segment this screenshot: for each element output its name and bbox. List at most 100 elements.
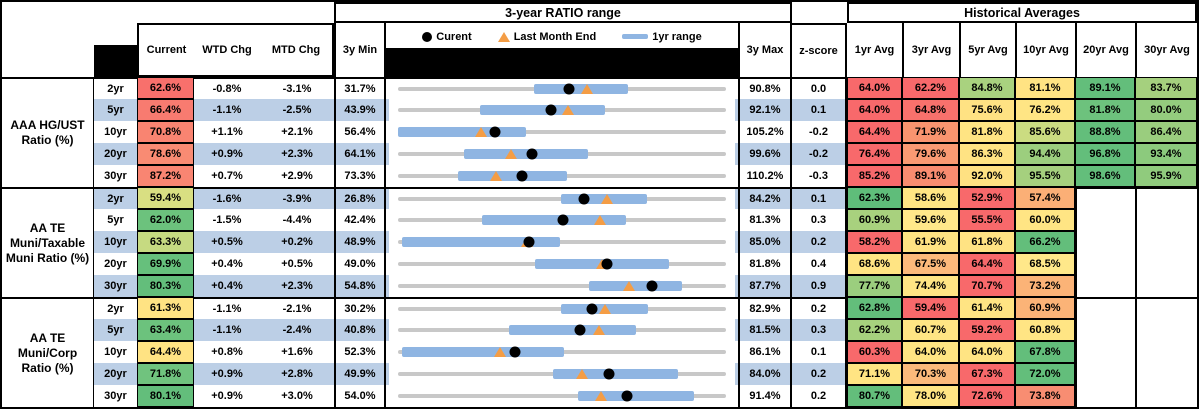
avg-cell-5yr-avg: 67.3% (959, 363, 1015, 385)
max-cell: 90.8% (738, 77, 792, 99)
avg-cell-30yr-avg (1135, 385, 1197, 407)
group-label: AA TE Muni/Corp Ratio (%) (2, 297, 94, 407)
avg-cell-3yr-avg: 79.6% (902, 143, 959, 165)
max-cell: 105.2% (738, 121, 792, 143)
avg-cell-5yr-avg: 75.6% (959, 99, 1015, 121)
avg-cell-10yr-avg: 73.2% (1015, 275, 1075, 297)
current-cell: 87.2% (137, 165, 194, 187)
range-chart-plot (389, 209, 735, 231)
zscore-cell: 0.2 (792, 363, 847, 385)
range-chart-track-layer (398, 253, 726, 275)
mtd-cell: +2.1% (260, 121, 334, 143)
tenor-cell: 5yr (94, 319, 137, 341)
max-cell: 87.7% (738, 275, 792, 297)
range-chart-plot (389, 319, 735, 341)
wtd-cell: -1.5% (194, 209, 260, 231)
legend-range: 1yr range (622, 31, 702, 43)
legend-range-label: 1yr range (652, 30, 702, 43)
avg-cell-20yr-avg: 96.8% (1075, 143, 1135, 165)
min-cell: 49.9% (334, 363, 386, 385)
wtd-cell: -0.8% (194, 77, 260, 99)
current-marker (516, 170, 528, 182)
legend-last-month: Last Month End (497, 30, 597, 43)
zscore-cell: 0.1 (792, 341, 847, 363)
mtd-cell: +2.8% (260, 363, 334, 385)
avg-cell-20yr-avg: 89.1% (1075, 77, 1135, 99)
range-track (398, 394, 726, 398)
avg-cell-20yr-avg (1075, 319, 1135, 341)
zscore-cell: -0.3 (792, 165, 847, 187)
avg-cell-3yr-avg: 58.6% (902, 187, 959, 209)
current-marker (621, 390, 633, 402)
avg-header-3yr: 3yr Avg (902, 23, 959, 77)
avg-cell-30yr-avg (1135, 275, 1197, 297)
range-chart-plot (389, 99, 735, 121)
last-month-triangle-icon (497, 31, 510, 42)
current-marker (578, 193, 590, 205)
title-band-spacer-left (2, 2, 334, 23)
avg-cell-20yr-avg: 98.6% (1075, 165, 1135, 187)
legend-last-month-label: Last Month End (513, 30, 597, 43)
avg-cell-10yr-avg: 68.5% (1015, 253, 1075, 275)
current-cell: 71.8% (137, 363, 194, 385)
current-cell: 63.3% (137, 231, 194, 253)
avg-cell-20yr-avg (1075, 297, 1135, 319)
min-cell: 64.1% (334, 143, 386, 165)
range-chart-plot (389, 385, 735, 407)
current-marker (489, 126, 501, 138)
min-cell: 42.4% (334, 209, 386, 231)
current-cell: 62.0% (137, 209, 194, 231)
legend-row: Curent Last Month End 1yr range (386, 25, 738, 48)
wtd-cell: +1.1% (194, 121, 260, 143)
current-cell: 59.4% (137, 187, 194, 209)
min-cell: 31.7% (334, 77, 386, 99)
avg-cell-3yr-avg: 89.1% (902, 165, 959, 187)
group-label: AAA HG/UST Ratio (%) (2, 77, 94, 187)
last-month-end-marker (575, 369, 588, 379)
last-month-end-marker (593, 325, 606, 335)
avg-cell-1yr-avg: 58.2% (847, 231, 902, 253)
avg-cell-10yr-avg: 95.5% (1015, 165, 1075, 187)
avg-cell-3yr-avg: 78.0% (902, 385, 959, 407)
zscore-cell: 0.3 (792, 209, 847, 231)
range-chart-track-layer (398, 189, 726, 209)
range-chart-cell (386, 187, 738, 209)
legend-current: Curent (422, 31, 472, 43)
max-cell: 82.9% (738, 297, 792, 319)
range-chart-cell (386, 253, 738, 275)
range-chart-track-layer (398, 121, 726, 143)
mtd-cell: +1.6% (260, 341, 334, 363)
avg-cell-30yr-avg: 93.4% (1135, 143, 1197, 165)
wtd-cell: +0.5% (194, 231, 260, 253)
current-cell: 61.3% (137, 297, 194, 319)
current-marker (509, 346, 521, 358)
avg-cell-3yr-avg: 62.2% (902, 77, 959, 99)
mtd-cell: -4.4% (260, 209, 334, 231)
tenor-cell: 20yr (94, 363, 137, 385)
range-chart-cell (386, 99, 738, 121)
min-cell: 52.3% (334, 341, 386, 363)
range-chart-cell (386, 121, 738, 143)
avg-cell-10yr-avg: 67.8% (1015, 341, 1075, 363)
avg-cell-5yr-avg: 72.6% (959, 385, 1015, 407)
avg-cell-5yr-avg: 61.4% (959, 297, 1015, 319)
range-track (398, 284, 726, 288)
mtd-cell: -3.1% (260, 77, 334, 99)
current-header: Current (146, 44, 187, 56)
min-cell: 26.8% (334, 187, 386, 209)
range-track (398, 240, 726, 244)
avg-cell-5yr-avg: 61.8% (959, 231, 1015, 253)
wtd-cell: -1.1% (194, 99, 260, 121)
avg-cell-3yr-avg: 71.9% (902, 121, 959, 143)
tenor-cell: 2yr (94, 297, 137, 319)
range-chart-plot (389, 79, 735, 99)
max-header: 3y Max (738, 23, 792, 77)
avg-cell-20yr-avg (1075, 341, 1135, 363)
last-month-end-marker (474, 127, 487, 137)
range-chart-plot (389, 275, 735, 297)
zscore-cell: 0.3 (792, 319, 847, 341)
wtd-cell: +0.9% (194, 143, 260, 165)
zscore-cell: -0.2 (792, 143, 847, 165)
avg-cell-20yr-avg (1075, 209, 1135, 231)
avg-cell-30yr-avg (1135, 253, 1197, 275)
